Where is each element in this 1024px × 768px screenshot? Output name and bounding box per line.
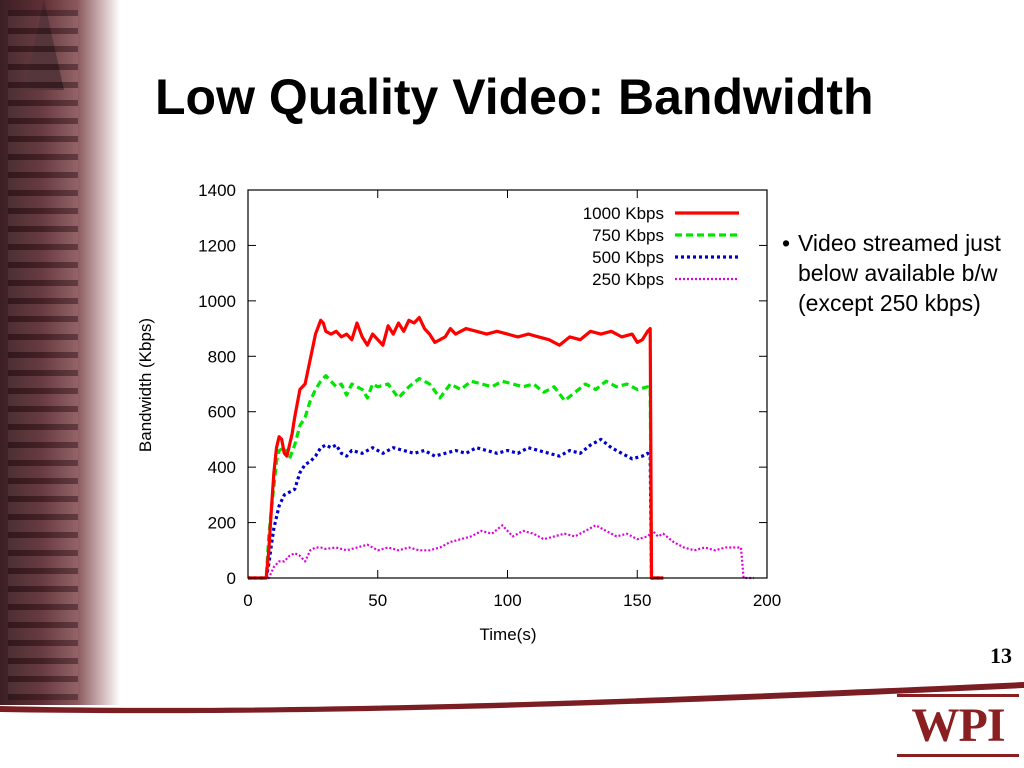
chart-ticks: 0 200 400 600 800 1000 1200 1400 0 50 100 150 200 (198, 181, 781, 610)
y-tick-label: 600 (208, 403, 236, 422)
bandwidth-chart: Bandwidth (Kbps) Time(s) 0 200 400 600 800 10… (136, 181, 781, 644)
logo-top-rule (897, 694, 1019, 697)
x-tick-label: 100 (493, 591, 521, 610)
footer-swoosh (0, 682, 1024, 714)
legend-label: 250 Kbps (592, 270, 664, 289)
page-number: 13 (990, 643, 1012, 668)
tower-roof-decoration (24, 0, 64, 90)
logo-text: WPI (911, 699, 1006, 752)
bullet-item: • Video streamed just below available b/… (782, 228, 1012, 318)
series-line (248, 315, 664, 580)
bullet-marker: • (782, 230, 791, 256)
plot-frame (247, 189, 768, 579)
legend-label: 1000 Kbps (583, 204, 664, 223)
legend-label: 750 Kbps (592, 226, 664, 245)
y-tick-label: 400 (208, 458, 236, 477)
chart-legend: 1000 Kbps 750 Kbps 500 Kbps 250 Kbps (583, 204, 739, 289)
y-tick-label: 200 (208, 514, 236, 533)
x-tick-label: 50 (368, 591, 387, 610)
x-tick-label: 150 (623, 591, 651, 610)
x-tick-label: 0 (243, 591, 252, 610)
chart-ylabel: Bandwidth (Kbps) (136, 318, 155, 452)
sidebar-tower-photo (0, 0, 120, 705)
bullet-text: Video streamed just below available b/w … (798, 230, 1001, 316)
series-line (248, 524, 754, 580)
series-line (248, 374, 664, 580)
logo-bottom-rule (897, 754, 1019, 757)
y-tick-label: 0 (227, 569, 236, 588)
bullet-list: • Video streamed just below available b/… (782, 228, 1012, 318)
x-tick-label: 200 (753, 591, 781, 610)
y-tick-label: 1000 (198, 292, 236, 311)
y-tick-label: 1200 (198, 236, 236, 255)
slide-title: Low Quality Video: Bandwidth (155, 69, 874, 125)
wpi-logo: WPI (897, 694, 1019, 758)
legend-label: 500 Kbps (592, 248, 664, 267)
y-tick-label: 1400 (198, 181, 236, 200)
series-line (248, 437, 664, 580)
y-tick-label: 800 (208, 347, 236, 366)
chart-xlabel: Time(s) (480, 625, 537, 644)
chart-series (248, 315, 754, 580)
tower-decoration (8, 10, 78, 700)
